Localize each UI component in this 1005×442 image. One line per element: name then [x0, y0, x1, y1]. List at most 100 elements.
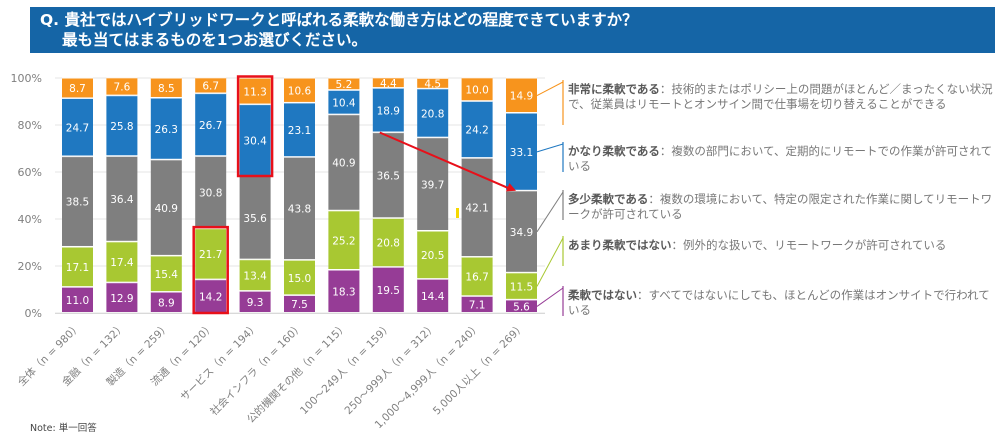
bar-segment-quite_flexible: [195, 93, 227, 156]
legend-leader-line: [536, 287, 564, 307]
bar-segment-not_very_flexible: [195, 228, 227, 279]
bar-segment-quite_flexible: [239, 104, 271, 175]
bar-stack: 7.5 15.0 43.8 23.1 10.6: [284, 77, 315, 312]
legend-label: 多少柔軟である: [568, 192, 649, 206]
legend-label: 柔軟ではない: [568, 288, 637, 302]
bar-segment-quite_flexible: [506, 113, 537, 190]
bar-segment-somewhat_flexible: [328, 114, 360, 210]
bar-segment-not_very_flexible: [150, 255, 182, 292]
legend-description: ：複数の環境において、特定の限定された作業に関してリモートワークが許可されている: [568, 192, 993, 221]
data-label: 18.9: [377, 105, 400, 117]
y-tick-label: 60%: [18, 166, 42, 179]
y-tick-label: 40%: [18, 213, 42, 226]
bar-segment-very_flexible: [417, 78, 449, 88]
bar-segment-somewhat_flexible: [372, 132, 404, 218]
bar-segment-somewhat_flexible: [195, 156, 227, 228]
data-label: 10.0: [465, 85, 488, 97]
bar-stack: 14.2 21.7 30.8 26.7 6.7: [195, 77, 227, 312]
data-label: 20.8: [377, 238, 400, 250]
data-label: 5.6: [513, 301, 530, 313]
data-label: 36.5: [377, 170, 400, 182]
bar-segment-not_flexible: [195, 279, 227, 312]
bar-segment-somewhat_flexible: [417, 137, 449, 230]
data-label: 25.2: [332, 235, 355, 247]
bar-segment-not_very_flexible: [328, 210, 360, 269]
legend-description: ：すべてではないにしても、ほとんどの作業はオンサイトで行われている: [568, 288, 990, 317]
bar-segment-not_very_flexible: [372, 218, 404, 267]
data-label: 13.4: [243, 270, 267, 282]
legend-item-very_flexible: 非常に柔軟である：技術的またはポリシー上の問題がほとんど／まったくない状況で、従…: [568, 82, 1000, 112]
bar-segment-somewhat_flexible: [150, 159, 182, 255]
data-label: 14.2: [199, 291, 222, 303]
bar-segment-very_flexible: [328, 78, 360, 90]
bar-segment-not_very_flexible: [239, 259, 271, 291]
question-header: Q. 貴社ではハイブリッドワークと呼ばれる柔軟な働き方はどの程度できていますか？…: [30, 7, 995, 53]
bar-segment-not_flexible: [62, 287, 93, 312]
bar-segment-not_flexible: [106, 282, 138, 312]
data-label: 21.7: [199, 249, 222, 261]
data-label: 8.7: [69, 83, 86, 95]
data-label: 11.5: [510, 281, 533, 293]
bar-segment-not_flexible: [328, 269, 360, 312]
x-tick-label: サービス（n = 194）: [178, 321, 261, 404]
legend-leaders: [536, 80, 564, 316]
legend-label: あまり柔軟ではない: [568, 238, 672, 252]
legend-leader-line: [536, 143, 564, 153]
x-tick-label: 社会インフラ（n = 160）: [207, 320, 305, 418]
data-label: 33.1: [510, 147, 533, 159]
data-label: 30.4: [243, 135, 267, 147]
data-label: 9.3: [247, 297, 264, 309]
data-label: 20.8: [421, 108, 444, 120]
data-label: 7.1: [469, 300, 486, 312]
legend-item-somewhat_flexible: 多少柔軟である：複数の環境において、特定の限定された作業に関してリモートワークが…: [568, 192, 1000, 222]
bar-segment-quite_flexible: [150, 97, 182, 159]
data-label: 26.7: [199, 120, 222, 132]
bar-segment-quite_flexible: [284, 102, 315, 157]
x-axis: 全体（n = 980）金融（n = 132）製造（n = 259）流通（n = …: [15, 320, 528, 431]
bar-segment-very_flexible: [62, 78, 93, 98]
data-label: 40.9: [332, 158, 355, 170]
bar-segment-not_flexible: [372, 267, 404, 312]
data-label: 30.8: [199, 187, 222, 199]
legend-leader-line: [536, 81, 564, 96]
note: Note: 単一回答: [30, 423, 97, 434]
data-label: 5.2: [336, 79, 353, 91]
data-label: 20.5: [421, 250, 444, 262]
y-tick-label: 80%: [18, 119, 42, 132]
bar-segment-not_very_flexible: [284, 260, 315, 295]
bar-segment-not_very_flexible: [106, 241, 138, 282]
bar-segment-very_flexible: [195, 77, 227, 93]
data-label: 17.1: [66, 262, 89, 274]
bar-segment-quite_flexible: [417, 88, 449, 137]
legend-description: ：例外的な扱いで、リモートワークが許可されている: [671, 238, 947, 252]
annotations: [192, 75, 516, 315]
bar-stack: 12.9 17.4 36.4 25.8 7.6: [106, 77, 138, 312]
question-line-1: Q. 貴社ではハイブリッドワークと呼ばれる柔軟な働き方はどの程度できていますか？: [40, 11, 638, 29]
bar-segment-somewhat_flexible: [506, 190, 537, 272]
bar-segment-not_flexible: [284, 295, 315, 312]
data-label: 16.7: [465, 272, 488, 284]
data-label: 35.6: [243, 213, 267, 225]
bar-segment-very_flexible: [106, 77, 138, 95]
data-label: 24.2: [465, 125, 488, 137]
y-axis: 0% 20% 40% 60% 80% 100%: [11, 72, 42, 320]
bar-segment-not_very_flexible: [506, 272, 537, 299]
data-label: 6.7: [202, 81, 219, 93]
data-label: 7.5: [291, 299, 308, 311]
data-label: 39.7: [421, 179, 444, 191]
data-label: 10.6: [288, 85, 312, 97]
legend-item-quite_flexible: かなり柔軟である：複数の部門において、定期的にリモートでの作業が許可されている: [568, 144, 1000, 174]
data-label: 14.4: [421, 291, 445, 303]
data-label: 42.1: [465, 203, 488, 215]
bar-segment-not_flexible: [506, 299, 537, 312]
bar-segment-somewhat_flexible: [62, 156, 93, 246]
data-label: 17.4: [110, 257, 134, 269]
legend-label: かなり柔軟である: [568, 144, 660, 158]
highlight-box: [236, 75, 274, 178]
marker: [456, 208, 459, 218]
bar-segment-quite_flexible: [372, 88, 404, 132]
data-label: 19.5: [377, 285, 400, 297]
bar-stack: 14.4 20.5 39.7 20.8 4.5: [417, 77, 449, 312]
data-label: 43.8: [288, 204, 311, 216]
trend-arrow-line: [379, 131, 511, 190]
